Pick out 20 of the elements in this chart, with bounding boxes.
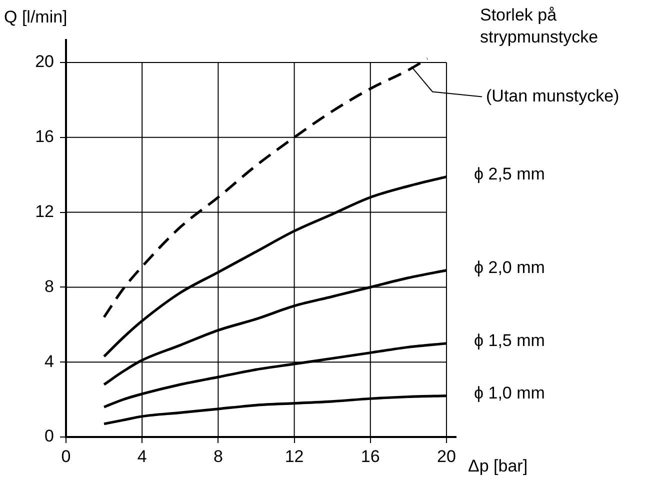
y-tick-label: 4	[44, 352, 54, 371]
x-tick-label: 16	[360, 446, 380, 466]
y-tick-label: 8	[44, 276, 54, 296]
series-label: ϕ 2,0 mm	[474, 258, 545, 278]
y-tick-label: 16	[35, 127, 54, 146]
series-label: ϕ 2,5 mm	[474, 164, 545, 184]
x-tick-label: 8	[213, 446, 223, 466]
y-tick-label: 20	[35, 52, 54, 72]
series-label: ϕ 1,0 mm	[474, 383, 545, 402]
y-axis-title: Q [l/min]	[4, 8, 68, 27]
x-axis-title: Δp [bar]	[468, 456, 528, 476]
x-tick-label: 0	[61, 446, 71, 466]
text: (Utan munstycke)	[486, 86, 620, 106]
x-tick-label: 20	[437, 446, 456, 466]
series-label: ϕ 1,5 mm	[474, 331, 545, 350]
x-tick-label: 4	[137, 446, 147, 466]
y-tick-label: 0	[44, 426, 54, 446]
x-tick-label: 12	[284, 446, 304, 466]
y-tick-label: 12	[35, 202, 54, 221]
legend-title: Storlek på strypmunstycke	[480, 6, 598, 47]
